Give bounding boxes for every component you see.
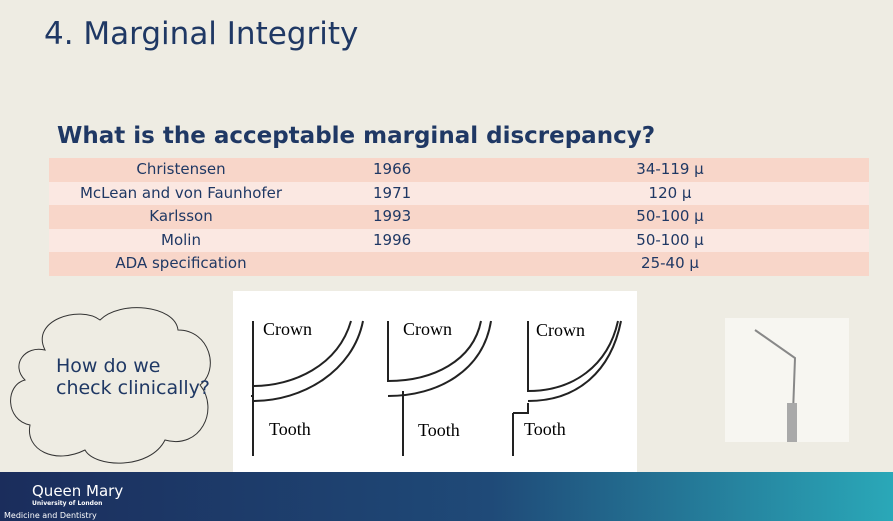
cloud <box>10 307 211 464</box>
subtitle: What is the acceptable marginal discrepa… <box>57 123 656 149</box>
crown-label: Crown <box>263 319 312 339</box>
diagram-bg <box>233 291 637 472</box>
table: Christensen 1966 34-119 µ McLean and von Fa… <box>49 158 869 276</box>
crown-label: Crown <box>403 319 452 339</box>
cloud-text: How do we check clinically? <box>56 355 210 399</box>
cell-value: 50-100 µ <box>636 230 704 249</box>
tooth-label: Tooth <box>418 420 460 440</box>
cell-year: 1996 <box>373 230 412 249</box>
table-row: ADA specification 25-40 µ <box>49 252 869 276</box>
table-row: McLean and von Faunhofer 1971 120 µ <box>49 181 869 205</box>
cell-value: 120 µ <box>648 183 692 202</box>
tooth-label: Tooth <box>524 419 566 439</box>
title: 4. Marginal Integrity <box>44 16 359 52</box>
cell-year: 1971 <box>373 183 412 202</box>
cell-value: 50-100 µ <box>636 207 704 225</box>
tooth-label: Tooth <box>269 419 311 439</box>
table-row: Christensen 1966 34-119 µ <box>49 158 869 182</box>
university: University of London <box>32 500 103 507</box>
cell-value: 25-40 µ <box>641 254 699 272</box>
diagram: Crown Tooth Crown Tooth Crown Tooth <box>233 291 637 472</box>
cell-year: 1966 <box>373 160 412 178</box>
faculty: Medicine and Dentistry <box>4 511 97 520</box>
cell-name: McLean and von Faunhofer <box>79 183 283 202</box>
logo-text: Queen Mary <box>32 482 124 500</box>
table-row: Molin 1996 50-100 µ <box>49 228 869 252</box>
cell-name: Karlsson <box>149 207 213 225</box>
cell-name: Molin <box>161 230 201 249</box>
crown-label: Crown <box>536 320 585 340</box>
cell-name: ADA specification <box>115 254 247 272</box>
cell-name: Christensen <box>136 160 226 178</box>
table-row: Karlsson 1993 50-100 µ <box>49 205 869 229</box>
cell-year: 1993 <box>373 207 412 225</box>
footer: Queen Mary University of London Medicine… <box>0 472 893 521</box>
cell-value: 34-119 µ <box>636 160 704 178</box>
cloud-shape <box>10 307 211 464</box>
panel <box>251 320 622 456</box>
probe-image <box>725 318 849 442</box>
